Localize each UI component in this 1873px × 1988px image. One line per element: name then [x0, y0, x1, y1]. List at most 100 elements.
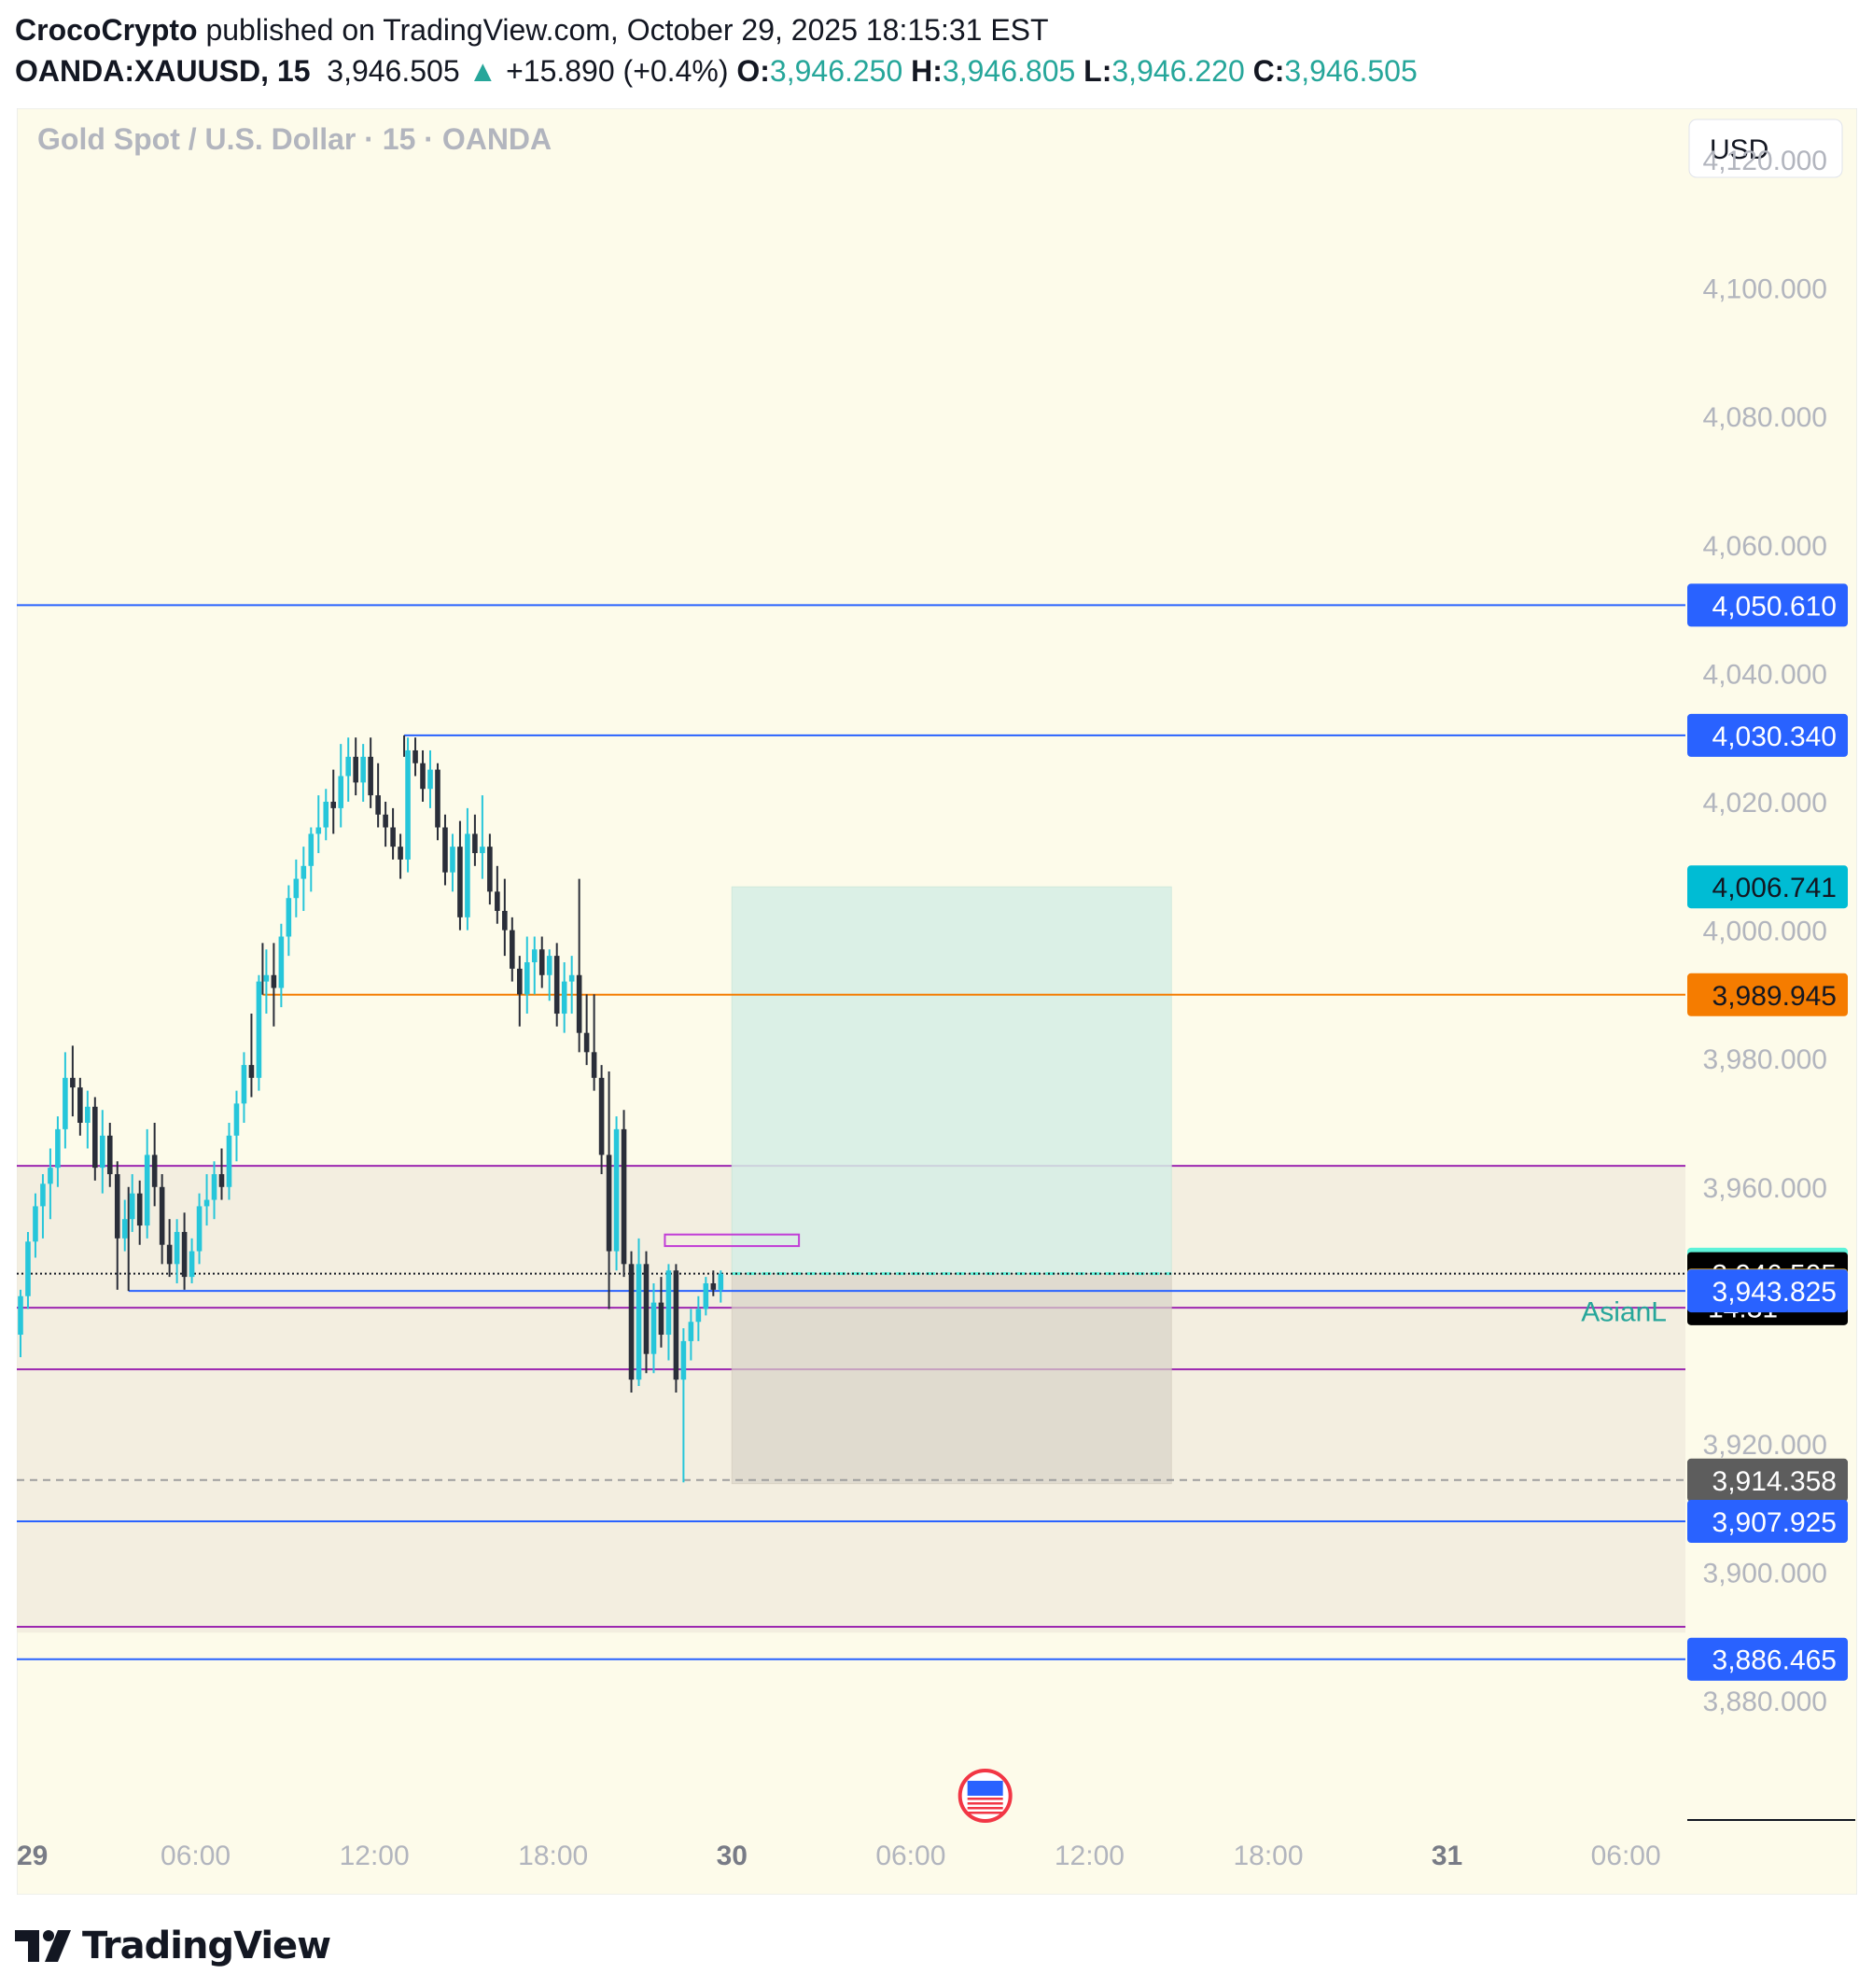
candle-body[interactable]: [203, 1199, 210, 1207]
candle-body[interactable]: [256, 981, 262, 1078]
chart-canvas[interactable]: AsianL Gold Spot / U.S. Dollar · 15 · OAN…: [17, 108, 1857, 1895]
tradingview-branding[interactable]: TradingView: [15, 1923, 331, 1969]
candle-body[interactable]: [345, 756, 351, 777]
candle-body[interactable]: [665, 1270, 672, 1336]
candle-body[interactable]: [18, 1295, 23, 1336]
candle-body[interactable]: [271, 974, 277, 988]
candle-body[interactable]: [353, 756, 358, 783]
candle-body[interactable]: [263, 974, 270, 982]
candle-body[interactable]: [583, 1032, 590, 1053]
candle-body[interactable]: [487, 847, 493, 892]
symbol-label[interactable]: OANDA:XAUUSD, 15: [15, 54, 311, 88]
candle-body[interactable]: [688, 1322, 694, 1341]
candle-body[interactable]: [383, 814, 388, 828]
candle-body[interactable]: [77, 1087, 83, 1123]
candle-body[interactable]: [106, 1135, 113, 1175]
candle-body[interactable]: [121, 1219, 128, 1239]
candle-body[interactable]: [211, 1174, 217, 1200]
candle-body[interactable]: [189, 1251, 195, 1278]
candle-body[interactable]: [412, 749, 418, 763]
candle-body[interactable]: [166, 1244, 173, 1265]
candle-body[interactable]: [472, 833, 478, 854]
candle-body[interactable]: [561, 981, 567, 1015]
candle-body[interactable]: [159, 1186, 165, 1245]
candle-body[interactable]: [658, 1302, 664, 1336]
candle-body[interactable]: [92, 1106, 98, 1169]
candle-body[interactable]: [218, 1174, 225, 1187]
candle-body[interactable]: [680, 1340, 687, 1380]
candle-body[interactable]: [315, 827, 322, 834]
candle-body[interactable]: [196, 1206, 203, 1252]
candle-body[interactable]: [457, 847, 463, 917]
candle-body[interactable]: [673, 1270, 679, 1380]
candle-body[interactable]: [510, 930, 515, 969]
candle-body[interactable]: [591, 1052, 597, 1078]
candle-body[interactable]: [233, 1103, 240, 1136]
candle-body[interactable]: [174, 1231, 180, 1265]
candle-body[interactable]: [323, 802, 329, 828]
candle-body[interactable]: [278, 936, 285, 988]
candle-body[interactable]: [33, 1206, 38, 1242]
candle-body[interactable]: [442, 827, 448, 873]
candle-body[interactable]: [181, 1231, 188, 1278]
candle-body[interactable]: [330, 802, 337, 808]
price-chart[interactable]: AsianL Gold Spot / U.S. Dollar · 15 · OAN…: [17, 108, 1857, 1895]
position-stop-zone[interactable]: [731, 1273, 1172, 1485]
candle-body[interactable]: [435, 769, 440, 828]
candle-body[interactable]: [546, 956, 552, 975]
candle-body[interactable]: [85, 1106, 91, 1123]
candle-body[interactable]: [286, 898, 292, 937]
candle-body[interactable]: [25, 1241, 31, 1296]
candle-body[interactable]: [695, 1309, 702, 1323]
candle-body[interactable]: [136, 1193, 143, 1226]
candle-body[interactable]: [40, 1183, 46, 1207]
candle-body[interactable]: [568, 974, 575, 982]
candle-body[interactable]: [100, 1135, 105, 1169]
candle-body[interactable]: [495, 891, 500, 911]
candle-body[interactable]: [517, 968, 523, 995]
candle-body[interactable]: [308, 833, 314, 866]
candle-body[interactable]: [368, 756, 373, 796]
candle-body[interactable]: [450, 847, 455, 873]
candle-body[interactable]: [636, 1264, 642, 1380]
candle-body[interactable]: [248, 1065, 255, 1078]
candle-body[interactable]: [151, 1155, 158, 1187]
position-target-zone[interactable]: [731, 886, 1172, 1275]
candle-body[interactable]: [48, 1168, 53, 1184]
candle-body[interactable]: [63, 1077, 68, 1129]
candle-body[interactable]: [405, 749, 411, 860]
candle-body[interactable]: [301, 865, 307, 879]
candle-body[interactable]: [628, 1264, 635, 1380]
candle-body[interactable]: [650, 1302, 657, 1354]
candle-body[interactable]: [502, 910, 508, 931]
candle-body[interactable]: [710, 1282, 717, 1290]
candle-body[interactable]: [621, 1128, 627, 1265]
candle-body[interactable]: [718, 1273, 724, 1290]
candle-body[interactable]: [553, 956, 560, 1015]
candle-body[interactable]: [360, 756, 366, 783]
candle-body[interactable]: [55, 1128, 61, 1169]
candle-body[interactable]: [538, 949, 545, 975]
candle-body[interactable]: [643, 1264, 650, 1354]
candle-body[interactable]: [524, 962, 530, 995]
candle-body[interactable]: [375, 795, 381, 815]
candle-body[interactable]: [114, 1174, 120, 1239]
candle-body[interactable]: [465, 833, 470, 917]
candle-body[interactable]: [398, 847, 403, 860]
candle-body[interactable]: [480, 847, 485, 854]
candle-body[interactable]: [129, 1193, 135, 1220]
candle-body[interactable]: [144, 1155, 150, 1226]
order-block-box[interactable]: [664, 1233, 801, 1248]
candle-body[interactable]: [598, 1077, 605, 1155]
candle-body[interactable]: [293, 878, 300, 899]
candle-body[interactable]: [613, 1128, 620, 1252]
candle-body[interactable]: [427, 769, 433, 790]
candle-body[interactable]: [703, 1282, 709, 1309]
currency-button[interactable]: [1688, 119, 1843, 178]
candle-body[interactable]: [576, 974, 582, 1033]
candle-body[interactable]: [241, 1065, 247, 1104]
candle-body[interactable]: [420, 763, 426, 790]
candle-body[interactable]: [338, 776, 344, 808]
candle-body[interactable]: [70, 1077, 76, 1088]
candle-body[interactable]: [226, 1135, 232, 1187]
